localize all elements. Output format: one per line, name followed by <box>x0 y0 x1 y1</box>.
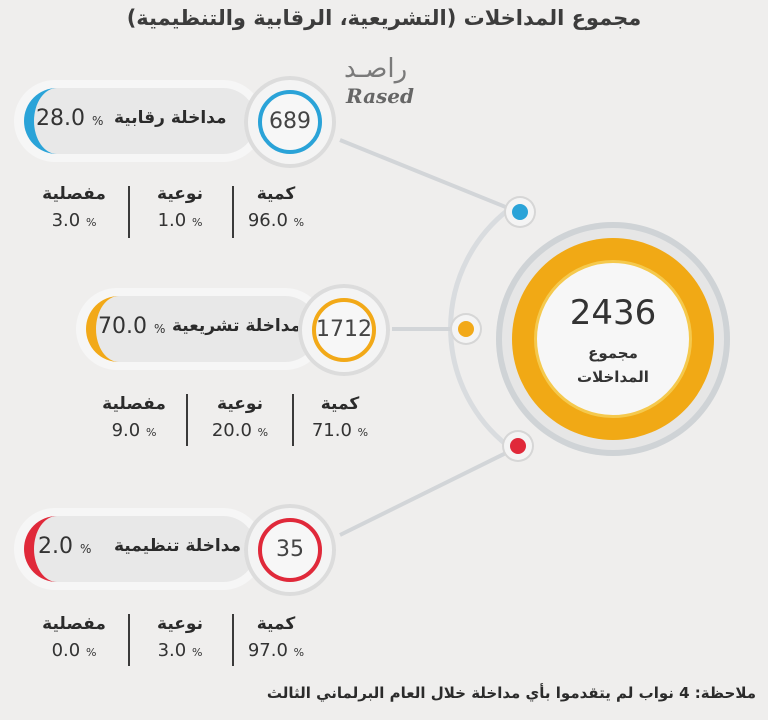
total-label: مجموع المداخلات <box>577 344 649 386</box>
label-oversight: مداخلة رقابية <box>114 108 227 128</box>
count-legislative: 1712 <box>316 317 372 342</box>
stat-quality-oversight: نوعية 1.0 % <box>157 184 203 231</box>
connector-dot-regulatory <box>504 432 532 460</box>
footnote: ملاحظة: 4 نواب لم يتقدموا بأي مداخلة خلا… <box>266 684 756 702</box>
percent-legislative: 70.0 % <box>98 314 166 339</box>
separator <box>232 614 234 666</box>
logo-arabic: راصـد <box>344 54 408 84</box>
count-regulatory: 35 <box>276 537 304 562</box>
stat-pivotal-regulatory: مفصلية 0.0 % <box>42 614 106 661</box>
stat-quality-regulatory: نوعية 3.0 % <box>157 614 203 661</box>
pill-legislative: 70.0 % مداخلة تشريعية <box>76 288 326 370</box>
label-regulatory: مداخلة تنظيمية <box>114 536 242 556</box>
pill-regulatory: 2.0 % مداخلة تنظيمية <box>14 508 264 590</box>
separator <box>232 186 234 238</box>
stat-pivotal-legislative: مفصلية 9.0 % <box>102 394 166 441</box>
label-legislative: مداخلة تشريعية <box>172 316 302 336</box>
stat-quantity-legislative: كمية 71.0 % <box>311 394 369 441</box>
logo-latin: Rased <box>346 84 415 108</box>
connector-dot-legislative <box>452 315 480 343</box>
total-value: 2436 <box>569 293 657 333</box>
separator <box>128 614 130 666</box>
percent-oversight: 28.0 % <box>36 106 104 131</box>
count-ring-oversight: 689 <box>244 76 336 168</box>
stat-quantity-oversight: كمية 96.0 % <box>247 184 305 231</box>
separator <box>186 394 188 446</box>
connector-dot-oversight <box>506 198 534 226</box>
separator <box>128 186 130 238</box>
connector-line-regulatory <box>339 446 517 537</box>
count-oversight: 689 <box>269 109 311 134</box>
page-title: مجموع المداخلات (التشريعية، الرقابية وال… <box>126 6 642 30</box>
stat-quantity-regulatory: كمية 97.0 % <box>247 614 305 661</box>
percent-regulatory: 2.0 % <box>38 534 92 559</box>
total-circle: 2436 مجموع المداخلات <box>496 222 730 456</box>
separator <box>292 394 294 446</box>
count-ring-regulatory: 35 <box>244 504 336 596</box>
stat-pivotal-oversight: مفصلية 3.0 % <box>42 184 106 231</box>
count-ring-legislative: 1712 <box>298 284 390 376</box>
connector-line-oversight <box>339 138 519 214</box>
pill-oversight: 28.0 % مداخلة رقابية <box>14 80 264 162</box>
stat-quality-legislative: نوعية 20.0 % <box>211 394 269 441</box>
